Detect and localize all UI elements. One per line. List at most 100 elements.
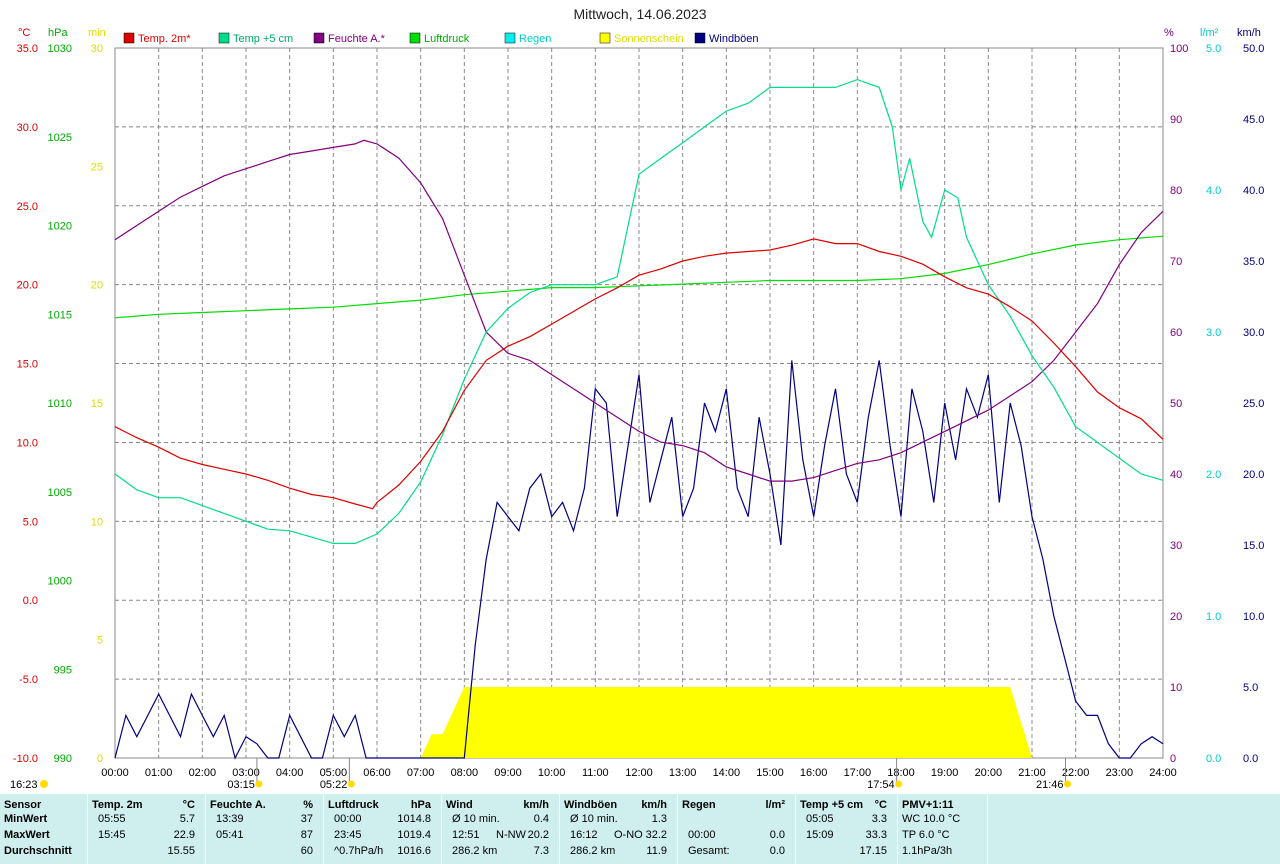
wind-axis-tick-label: 40.0 — [1243, 185, 1264, 197]
stats-row: MaxWert — [4, 827, 83, 843]
sun-axis-tick-label: 20 — [91, 280, 103, 292]
stats-header: Wind km/h — [446, 794, 555, 811]
sun-axis-tick-label: 5 — [97, 635, 103, 647]
stats-row: 1.1hPa/3h — [902, 843, 983, 859]
stats-row-label: MinWert — [4, 813, 48, 825]
sunset-icon — [1063, 780, 1071, 788]
time-tick-label: 11:00 — [582, 767, 609, 779]
pressure-axis-tick-label: 1005 — [48, 487, 72, 499]
marker-time-label: 05:22 — [320, 779, 348, 791]
sun-axis-tick-label: 25 — [91, 161, 103, 173]
humidity-axis-tick-label: 80 — [1170, 185, 1182, 197]
stats-time: 05:55 — [98, 813, 126, 825]
legend-label: Sonnenschein — [614, 33, 684, 45]
sun-axis-tick-label: 0 — [97, 753, 103, 765]
humidity-axis-tick-label: 30 — [1170, 540, 1182, 552]
time-tick-label: 16:00 — [800, 767, 828, 779]
stats-value: 0.0 — [769, 829, 785, 841]
moonrise-icon — [255, 780, 263, 788]
stats-row: 12:51 N-NW 20.2 — [446, 827, 555, 843]
stats-value: 7.3 — [533, 845, 549, 857]
stats-row: 16:12 O-NO 32.2 — [564, 827, 673, 843]
stats-row: TP 6.0 °C — [902, 827, 983, 843]
stats-row: 05:05 3.3 — [800, 811, 893, 827]
series-luftdruck — [114, 235, 1164, 319]
pressure-axis-tick-label: 1030 — [48, 43, 72, 55]
stats-value: 5.7 — [179, 813, 195, 825]
sun-axis-tick-label: 15 — [91, 398, 103, 410]
sun-axis-tick-label: 10 — [91, 516, 103, 528]
stats-value: 20.2 — [527, 829, 549, 841]
series-temp-2m — [114, 238, 1164, 510]
time-tick-label: 04:00 — [276, 767, 304, 779]
temp-axis-tick-label: 35.0 — [17, 43, 38, 55]
humidity-axis-tick-label: 40 — [1170, 469, 1182, 481]
wind-axis-tick-label: 50.0 — [1243, 43, 1264, 55]
stats-header-unit: km/h — [641, 799, 667, 811]
stats-time: 1.1hPa/3h — [902, 845, 953, 857]
legend-label: Feuchte A.* — [328, 33, 386, 45]
stats-row: 286.2 km 7.3 — [446, 843, 555, 859]
stats-value: 1016.6 — [397, 845, 431, 857]
rain-axis-tick-label: 0.0 — [1206, 753, 1221, 765]
stats-row: 15.55 — [92, 843, 201, 859]
temp-axis-tick-label: 25.0 — [17, 201, 38, 213]
axes: 35.0 30.0 25.0 20.0 15.0 10.0 5.0 0.0 -5.0 -10.0 1… — [13, 27, 1265, 779]
temp-axis-tick-label: 5.0 — [23, 516, 38, 528]
stats-header-unit: °C — [182, 799, 195, 811]
time-tick-label: 12:00 — [625, 767, 653, 779]
stats-time: TP 6.0 °C — [902, 829, 950, 841]
wind-axis-tick-label: 0.0 — [1243, 753, 1258, 765]
marker-time-label: 03:15 — [227, 779, 255, 791]
stats-time: 23:45 — [334, 829, 362, 841]
time-tick-label: 19:00 — [931, 767, 959, 779]
time-tick-label: 23:00 — [1106, 767, 1134, 779]
sun-icon — [40, 780, 48, 788]
rain-axis-tick-label: 2.0 — [1206, 469, 1221, 481]
stats-header-unit: l/m² — [765, 799, 785, 811]
wind-axis-tick-label: 45.0 — [1243, 114, 1264, 126]
wind-axis-tick-label: 35.0 — [1243, 256, 1264, 268]
pressure-axis-tick-label: 995 — [54, 664, 72, 676]
stats-header: Regen l/m² — [682, 794, 791, 811]
stats-row: 60 — [210, 843, 319, 859]
stats-row: WC 10.0 °C — [902, 811, 983, 827]
sunrise-icon — [347, 780, 355, 788]
temp-axis-tick-label: 10.0 — [17, 437, 38, 449]
humidity-axis-tick-label: 60 — [1170, 327, 1182, 339]
stats-value: 0.4 — [533, 813, 549, 825]
legend-swatch — [599, 32, 611, 44]
stats-header-unit: hPa — [410, 799, 431, 811]
stats-time: 00:00 — [688, 829, 716, 841]
stats-row: 15:45 22.9 — [92, 827, 201, 843]
humidity-axis-tick-label: 70 — [1170, 256, 1182, 268]
stats-value: 3.3 — [871, 813, 887, 825]
time-tick-label: 05:00 — [320, 767, 348, 779]
time-tick-label: 22:00 — [1062, 767, 1090, 779]
marker-time-label: 17:54 — [867, 779, 895, 791]
stats-value: 17.15 — [859, 845, 887, 857]
legend-swatch — [313, 32, 325, 44]
time-tick-label: 09:00 — [494, 767, 522, 779]
stats-column: Luftdruck hPa 00:00 1014.8 23:45 1019.4 ^0.7hP… — [324, 794, 442, 864]
stats-row-label: Durchschnitt — [4, 845, 72, 857]
time-tick-label: 02:00 — [189, 767, 217, 779]
time-tick-label: 03:00 — [232, 767, 260, 779]
pressure-axis-unit: hPa — [48, 27, 68, 39]
stats-header-unit: °C — [874, 799, 887, 811]
temp-axis-unit: °C — [18, 27, 30, 39]
stats-column: Temp. 2m °C 05:55 5.7 15:45 22.9 15.55 — [88, 794, 206, 864]
stats-column: Windböen km/h Ø 10 min. 1.3 16:12 O-NO 32.2 286… — [560, 794, 678, 864]
stats-row: Ø 10 min. 1.3 — [564, 811, 673, 827]
temp-axis-tick-label: 20.0 — [17, 280, 38, 292]
time-tick-label: 01:00 — [145, 767, 173, 779]
stats-header: Temp. 2m °C — [92, 794, 201, 811]
stats-time: Gesamt: — [688, 845, 730, 857]
time-tick-label: 07:00 — [407, 767, 435, 779]
time-markers: 03:15 05:22 17:54 21:46 16:23 — [10, 758, 1071, 791]
wind-axis-tick-label: 30.0 — [1243, 327, 1264, 339]
stats-row-label: MaxWert — [4, 829, 50, 841]
stats-row: 15:09 33.3 — [800, 827, 893, 843]
stats-value: 32.2 — [645, 829, 667, 841]
legend-swatch — [409, 32, 421, 44]
